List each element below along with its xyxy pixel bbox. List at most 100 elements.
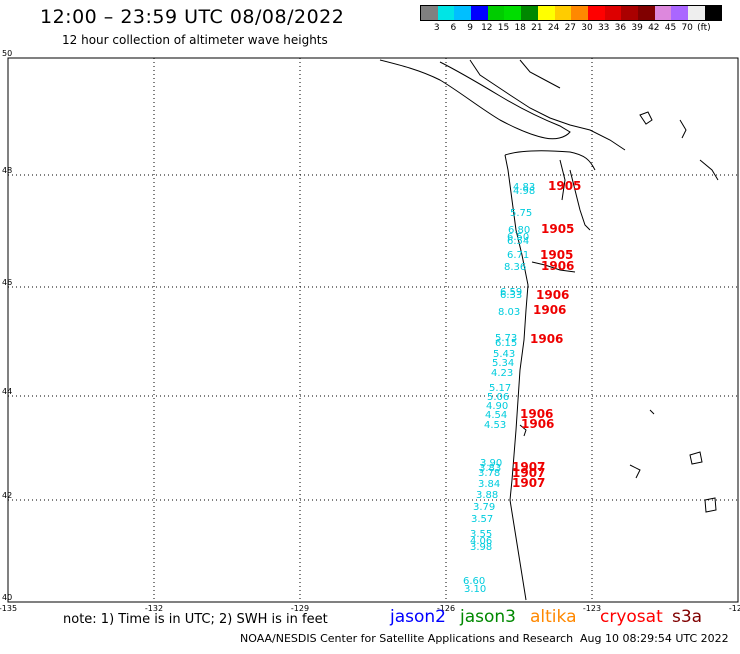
inland-lake-4 (704, 497, 717, 513)
legend-swatch (704, 6, 722, 20)
wave-height-label: 3.10 (464, 584, 486, 595)
wave-height-label: 3.84 (478, 479, 500, 490)
inland-lake-5 (689, 451, 703, 465)
wave-height-label: 8.03 (498, 307, 520, 318)
page-subtitle: 12 hour collection of altimeter wave hei… (62, 33, 328, 47)
legend-swatch (654, 6, 672, 20)
wave-height-label: 3.57 (471, 514, 493, 525)
legend-label: 45 (664, 23, 677, 33)
satellite-jason3: jason3 (460, 607, 516, 627)
wave-height-label: 3.88 (476, 490, 498, 501)
graticule: 50 48 46 44 42 40 -135 -132 -129 -126 -123 -120 (0, 49, 740, 613)
satellite-cryosat: cryosat (600, 607, 663, 627)
legend-swatch (504, 6, 522, 20)
wave-height-label: 3.79 (473, 502, 495, 513)
wave-height-label: 4.54 (485, 410, 507, 421)
legend-swatch (604, 6, 622, 20)
longitude-label: -129 (291, 604, 309, 613)
legend-swatch (471, 6, 488, 20)
page-title: 12:00 – 23:59 UTC 08/08/2022 (40, 6, 345, 28)
pass-time-label: 1905 (540, 248, 573, 262)
inland-lake-6 (629, 464, 641, 479)
wave-height-label: 6.80 (508, 225, 530, 236)
latitude-label: 46 (2, 278, 12, 287)
legend-label: 15 (497, 23, 510, 33)
wave-height-label: 5.75 (510, 208, 532, 219)
legend-swatch (671, 6, 688, 20)
legend-label: 42 (648, 23, 660, 33)
legend-label: 24 (547, 23, 560, 33)
wave-height-label: 3.83 (479, 463, 501, 474)
legend-swatch (688, 6, 705, 20)
legend-label: 21 (531, 23, 543, 33)
inland-lake-3 (699, 159, 719, 181)
wave-height-label: 5.06 (487, 392, 509, 403)
legend-label: 39 (631, 23, 643, 33)
vancouver-island (379, 59, 571, 140)
legend-label: (ft) (697, 23, 711, 33)
inland-lake-2 (679, 119, 687, 139)
legend-label: 12 (481, 23, 493, 33)
legend-label: 18 (514, 23, 526, 33)
generation-timestamp: Aug 10 08:29:54 UTC 2022 (580, 632, 729, 645)
legend-label: 36 (614, 23, 627, 33)
strait-juan-de-fuca (504, 150, 596, 171)
legend-swatch (621, 6, 638, 20)
legend-swatch (421, 6, 438, 20)
credit-line: NOAA/NESDIS Center for Satellite Applica… (240, 632, 574, 645)
pass-time-label: 1905 (548, 179, 581, 193)
legend-color-bar (420, 5, 723, 21)
wave-height-label: 6.33 (500, 290, 522, 301)
observation-labels: 4.834.98 5.75 6.806.506.54 6.718.36 6.596.33… (463, 179, 581, 595)
pass-time-label: 1907 (512, 466, 545, 480)
latitude-label: 50 (2, 49, 12, 58)
coastline (379, 59, 719, 601)
legend-labels: 3 6 9 12 15 18 21 24 27 30 33 36 39 42 45 70 (ft) (420, 21, 722, 35)
wave-height-label: 4.53 (484, 420, 506, 431)
inland-lake-1 (639, 111, 653, 125)
legend-swatch (521, 6, 538, 20)
legend-label: 70 (681, 23, 693, 33)
longitude-label: -120 (729, 604, 740, 613)
footer-note: note: 1) Time is in UTC; 2) SWH is in fe… (63, 612, 328, 627)
pass-time-label: 1907 (512, 476, 545, 490)
wave-height-label: 4.23 (491, 368, 513, 379)
pass-time-label: 1906 (530, 332, 563, 346)
pass-time-label: 1906 (521, 417, 554, 431)
legend-label: 9 (467, 23, 473, 33)
legend-label: 3 (433, 23, 440, 33)
wave-height-label: 4.90 (486, 401, 508, 412)
wave-height-label: 5.34 (492, 358, 514, 369)
wave-height-label: 8.36 (504, 262, 526, 273)
latitude-label: 44 (2, 387, 12, 396)
inland-lake-7 (649, 409, 655, 415)
columbia-river (531, 261, 576, 273)
wave-height-label: 5.17 (489, 383, 511, 394)
satellite-altika: altika (530, 607, 577, 627)
legend-swatch (437, 6, 455, 20)
latitude-label: 40 (2, 593, 12, 602)
legend-label: 6 (450, 23, 457, 33)
wave-height-label: 6.71 (507, 250, 529, 261)
wave-height-label: 4.06 (470, 536, 492, 547)
legend-swatch (587, 6, 605, 20)
longitude-label: -135 (0, 604, 17, 613)
legend-swatch (554, 6, 572, 20)
pass-time-label: 1907 (512, 460, 545, 474)
wave-height-label: 6.54 (507, 236, 529, 247)
wave-height-label: 6.59 (500, 287, 522, 298)
legend-swatch (537, 6, 555, 20)
pass-time-label: 1906 (541, 259, 574, 273)
wave-height-label: 6.15 (495, 338, 517, 349)
satellite-jason2: jason2 (390, 607, 446, 627)
wave-height-label: 3.55 (470, 529, 492, 540)
legend-label: 30 (581, 23, 593, 33)
wave-height-label: 6.60 (463, 576, 485, 587)
coos-bay (519, 424, 527, 437)
wave-height-label: 5.73 (495, 333, 517, 344)
pass-time-label: 1906 (533, 303, 566, 317)
coastline-oregon-washington (504, 154, 529, 601)
puget-sound (559, 159, 591, 231)
